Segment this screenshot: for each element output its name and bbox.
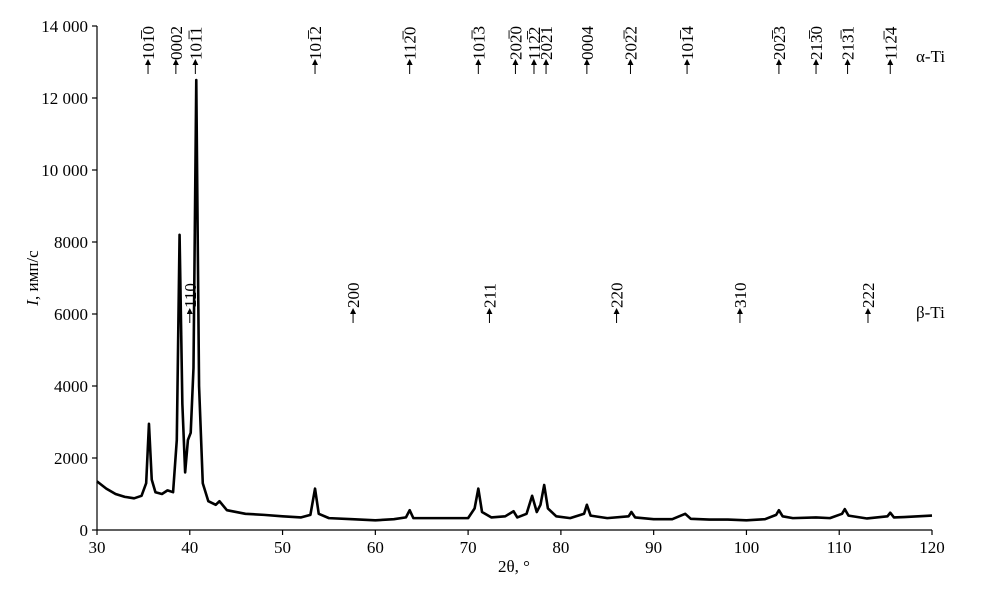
- peak-label: 213̅0: [807, 26, 826, 60]
- peak-label: 220: [608, 283, 627, 309]
- y-tick-label: 0: [80, 521, 89, 540]
- peak-label: 101̅1: [186, 27, 205, 60]
- y-tick-label: 4000: [54, 377, 88, 396]
- peak-label: 110: [181, 283, 200, 308]
- x-tick-label: 40: [181, 538, 198, 557]
- peak-label: 213̅1: [839, 26, 858, 60]
- peak-label: 101̅4: [678, 26, 697, 61]
- phase-label: α-Ti: [916, 47, 945, 66]
- x-tick-label: 120: [919, 538, 945, 557]
- x-tick-label: 80: [552, 538, 569, 557]
- x-tick-label: 60: [367, 538, 384, 557]
- peak-label: 101̅3: [469, 26, 488, 60]
- peak-label: 222: [859, 283, 878, 309]
- peak-label: 112̅0: [401, 27, 420, 60]
- y-tick-label: 2000: [54, 449, 88, 468]
- x-tick-label: 100: [734, 538, 760, 557]
- x-tick-label: 110: [827, 538, 852, 557]
- peak-label: 0004: [578, 26, 597, 61]
- peak-label: 200: [344, 283, 363, 309]
- peak-label: 112̅4: [881, 26, 900, 60]
- peak-label: 202̅3: [770, 26, 789, 60]
- x-tick-label: 50: [274, 538, 291, 557]
- y-tick-label: 6000: [54, 305, 88, 324]
- y-tick-label: 12 000: [41, 89, 88, 108]
- y-axis-label: I, имп/с: [23, 250, 42, 307]
- peak-label: 202̅0: [506, 26, 525, 60]
- peak-label: 310: [731, 283, 750, 309]
- peak-label: 202̅2: [621, 26, 640, 60]
- y-tick-label: 10 000: [41, 161, 88, 180]
- x-tick-label: 90: [645, 538, 662, 557]
- peak-label: 101̅2: [306, 26, 325, 60]
- y-tick-label: 14 000: [41, 17, 88, 36]
- x-tick-label: 70: [460, 538, 477, 557]
- x-axis-label: 2θ, °: [498, 557, 530, 576]
- y-axis-symbol: I: [23, 299, 42, 307]
- peak-label: 0002: [167, 26, 186, 60]
- peak-label: 112̅2: [525, 27, 544, 60]
- data-line: [96, 78, 933, 522]
- x-tick-label: 30: [89, 538, 106, 557]
- peak-label: 101̅0: [139, 26, 158, 60]
- y-tick-label: 8000: [54, 233, 88, 252]
- peak-label: 202̅1: [537, 26, 556, 60]
- phase-label: β-Ti: [916, 303, 945, 322]
- peak-label: 211: [480, 283, 499, 308]
- y-axis-unit: , имп/с: [23, 250, 42, 300]
